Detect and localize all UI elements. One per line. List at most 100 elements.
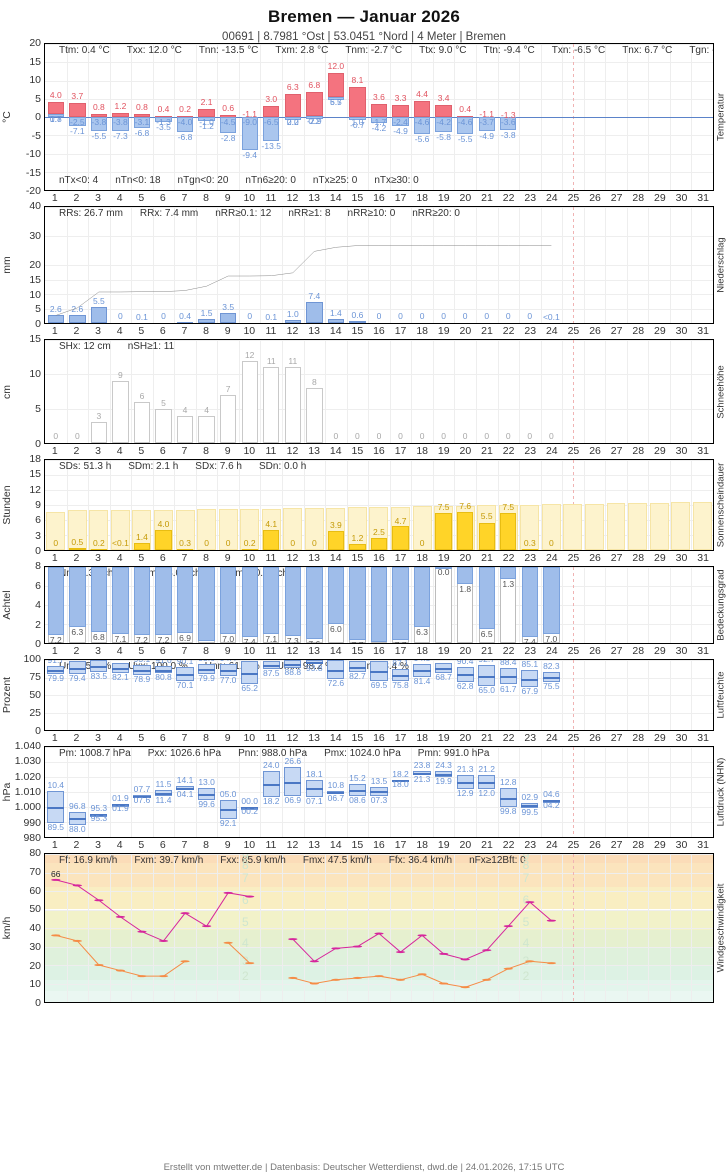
value-label: 98.5 bbox=[349, 660, 366, 661]
x-tick-day-21: 21 bbox=[481, 325, 493, 337]
x-tick-day-21: 21 bbox=[481, 732, 493, 744]
cloud-bar bbox=[370, 567, 388, 643]
x-tick-day-26: 26 bbox=[589, 192, 601, 204]
today-marker-line bbox=[572, 660, 574, 730]
snow-bar bbox=[306, 388, 323, 443]
value-label: 0 bbox=[527, 311, 533, 321]
day-column-8: 1.5 bbox=[196, 207, 218, 323]
x-tick-day-16: 16 bbox=[373, 325, 385, 337]
x-tick-day-8: 8 bbox=[203, 445, 209, 457]
humidity-mean-line bbox=[478, 675, 496, 678]
x-tick-day-15: 15 bbox=[351, 645, 364, 657]
x-tick-day-24: 24 bbox=[545, 839, 558, 851]
x-tick-day-26: 26 bbox=[589, 732, 601, 744]
day-column-12: 1.0 bbox=[282, 207, 304, 323]
day-column-11: 7.1 bbox=[260, 567, 282, 643]
x-tick-day-4: 4 bbox=[116, 325, 123, 337]
value-label: 1.2 bbox=[351, 533, 364, 543]
temperature-stats-bottom: nTx<0: 4 nTn<0: 18 nTgn<0: 20 nTn6≥20: 0 nTx… bbox=[45, 175, 713, 189]
x-tick-day-31: 31 bbox=[697, 325, 709, 337]
cloud-bar bbox=[543, 567, 560, 634]
day-column-7: 0.2 -4.0 -6.8 bbox=[174, 44, 196, 190]
day-column-3: 5.5 bbox=[88, 207, 110, 323]
beaufort-scale-number: 7 bbox=[242, 871, 249, 886]
value-label: 0 bbox=[74, 431, 80, 441]
x-tick-day-27: 27 bbox=[610, 192, 623, 204]
sunshine-bar bbox=[133, 543, 151, 550]
day-column-17: 18.2 18.0 bbox=[390, 747, 412, 837]
x-tick-day-29: 29 bbox=[654, 839, 666, 851]
value-label: -0.7 bbox=[350, 119, 365, 130]
x-tick-day-30: 30 bbox=[675, 552, 688, 564]
stat-item: Tnm: -2.7 °C bbox=[345, 45, 403, 56]
temp-min-bar bbox=[349, 117, 366, 120]
pressure-x-axis: 1 2 3 4 5 6 7 8 9 10 11 12 13 14 15 16 17 18 19 20 21 22 23 24 2… bbox=[44, 838, 714, 853]
cloud-y-ticks: 8 6 4 2 0 bbox=[13, 560, 44, 650]
temp-min-bar bbox=[478, 117, 495, 131]
value-label: 4 bbox=[182, 404, 188, 415]
temp-min-bar bbox=[284, 117, 301, 120]
y-tick: 20 bbox=[29, 37, 41, 49]
value-label: 1.7 bbox=[49, 114, 62, 125]
y-tick: 8 bbox=[35, 560, 41, 572]
x-tick-day-12: 12 bbox=[286, 552, 299, 564]
x-tick-day-24: 24 bbox=[545, 445, 558, 457]
day-column-12: 7.3 bbox=[282, 567, 304, 643]
x-tick-day-27: 27 bbox=[610, 445, 623, 457]
cloud-bar bbox=[500, 567, 517, 580]
stat-item: nTn6≥20: 0 bbox=[245, 175, 296, 186]
x-tick-day-31: 31 bbox=[697, 445, 709, 457]
precipitation-y-ticks: 40 30 20 15 10 5 0 bbox=[13, 200, 44, 330]
value-label: 3.7 bbox=[71, 91, 84, 102]
wind-x-axis bbox=[44, 1003, 714, 1018]
x-tick-day-12: 12 bbox=[286, 839, 299, 851]
cloud-bar bbox=[90, 567, 108, 632]
x-tick-day-7: 7 bbox=[181, 325, 188, 337]
day-column-21: 5.5 bbox=[476, 460, 498, 550]
x-tick-day-16: 16 bbox=[373, 839, 385, 851]
today-marker-line bbox=[572, 854, 574, 1002]
value-label: 0.6 bbox=[222, 102, 235, 113]
temperature-y-axis-label: °C bbox=[0, 111, 13, 123]
value-label: -7.3 bbox=[113, 130, 128, 141]
value-label: 98.4 bbox=[241, 660, 258, 661]
value-label: 26.6 bbox=[284, 756, 302, 767]
value-label: <0.1 bbox=[112, 538, 129, 548]
beaufort-band bbox=[45, 979, 713, 991]
x-tick-day-12: 12 bbox=[286, 445, 299, 457]
daylength-band bbox=[671, 502, 691, 550]
value-label: 92.7 bbox=[478, 659, 495, 665]
day-column-19: 24.3 19.9 bbox=[433, 747, 455, 837]
y-tick: 40 bbox=[29, 922, 41, 934]
value-label: 0 bbox=[505, 431, 511, 441]
x-tick-day-13: 13 bbox=[308, 839, 320, 851]
stat-item: Ttx: 9.0 °C bbox=[419, 45, 467, 56]
day-column-13: 18.1 07.1 bbox=[304, 747, 326, 837]
value-label: 83.5 bbox=[90, 670, 108, 681]
value-label: 95.3 bbox=[90, 803, 108, 814]
value-label: 7.4 bbox=[308, 290, 321, 301]
day-column-21: 0 bbox=[476, 207, 498, 323]
day-column-17: 7.7 bbox=[390, 567, 412, 643]
x-tick-day-20: 20 bbox=[459, 645, 472, 657]
day-column-21: -1.1 -3.7 -4.9 bbox=[476, 44, 498, 190]
stat-item: Txn: -6.5 °C bbox=[551, 45, 606, 56]
temperature-right-label: Temperatur bbox=[715, 92, 727, 142]
value-label: 11 bbox=[266, 356, 276, 367]
temp-min-bar bbox=[392, 117, 409, 126]
day-column-15: 7.7 bbox=[347, 567, 369, 643]
value-label: 96.8 bbox=[69, 800, 86, 811]
day-column-11: 0.1 bbox=[260, 207, 282, 323]
humidity-mean-line bbox=[521, 678, 539, 681]
x-tick-day-28: 28 bbox=[632, 732, 645, 744]
y-tick: 15 bbox=[29, 55, 41, 68]
y-tick: 10 bbox=[29, 288, 41, 301]
humidity-mean-line bbox=[284, 663, 302, 666]
value-label: -5.5 bbox=[91, 130, 107, 141]
day-column-1: 0 bbox=[45, 340, 67, 443]
value-label: 7.7 bbox=[352, 641, 364, 643]
value-label: -5.8 bbox=[436, 132, 451, 143]
daylength-band bbox=[218, 509, 238, 550]
x-tick-day-18: 18 bbox=[416, 552, 428, 564]
cloud-bar bbox=[392, 567, 409, 641]
